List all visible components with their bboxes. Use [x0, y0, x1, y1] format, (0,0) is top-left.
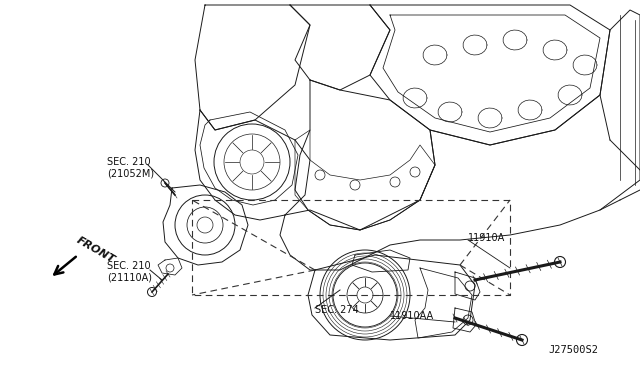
Circle shape [554, 257, 566, 267]
Text: SEC. 274: SEC. 274 [315, 305, 359, 315]
Text: 11910A: 11910A [468, 233, 505, 243]
Text: 11910AA: 11910AA [390, 311, 434, 321]
Text: SEC. 210
(21110A): SEC. 210 (21110A) [107, 261, 152, 283]
Text: J27500S2: J27500S2 [548, 345, 598, 355]
Circle shape [516, 334, 527, 346]
Text: SEC. 210
(21052M): SEC. 210 (21052M) [107, 157, 154, 179]
Text: FRONT: FRONT [75, 235, 117, 265]
